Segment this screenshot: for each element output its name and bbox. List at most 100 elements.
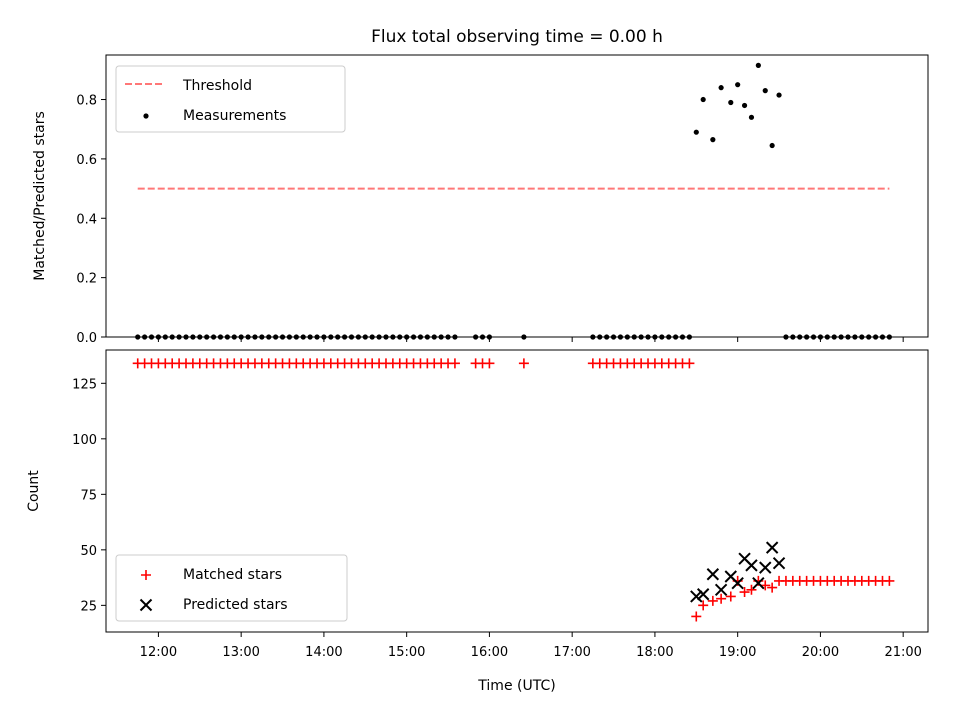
- measurement-point: [631, 334, 637, 340]
- measurement-point: [279, 334, 286, 340]
- measurement-point: [452, 334, 458, 340]
- predicted-star-point: [759, 561, 772, 574]
- top-y-tick-label: 0.0: [76, 331, 97, 346]
- measurement-point: [486, 334, 493, 340]
- measurement-point: [335, 334, 341, 340]
- measurement-point: [286, 334, 293, 340]
- measurement-point: [217, 334, 224, 340]
- top-legend: Threshold Measurements: [115, 65, 346, 133]
- matched-star-point: [484, 358, 495, 369]
- measurement-point: [300, 334, 306, 340]
- measurement-point: [245, 334, 251, 340]
- predicted-star-point: [706, 568, 720, 581]
- measurement-point: [155, 334, 162, 340]
- measurement-point: [148, 334, 155, 340]
- x-tick-label: 15:00: [388, 645, 425, 660]
- measurement-point: [169, 334, 175, 340]
- measurement-point: [431, 334, 437, 340]
- measurement-point: [852, 334, 858, 340]
- matched-star-point: [449, 358, 460, 369]
- measurement-point: [638, 334, 644, 340]
- matched-star-point: [716, 593, 727, 604]
- measurement-point: [872, 334, 879, 340]
- measurement-point: [659, 334, 665, 340]
- bottom-y-tick-label: 25: [80, 599, 97, 614]
- matched-star-point: [767, 582, 778, 593]
- measurement-point: [693, 129, 699, 135]
- measurement-point: [748, 114, 755, 120]
- measurement-point: [445, 334, 451, 340]
- measurement-point: [142, 334, 148, 340]
- top-y-tick-label: 0.2: [76, 272, 97, 287]
- measurement-point: [424, 334, 430, 340]
- measurement-point: [645, 334, 651, 340]
- chart-title: Flux total observing time = 0.00 h: [371, 27, 663, 47]
- legend-box: [115, 65, 346, 133]
- bottom-marks: [132, 358, 895, 622]
- measurement-point: [804, 334, 810, 340]
- measurement-point: [376, 334, 382, 340]
- measurement-point: [342, 334, 348, 340]
- matched-star-point: [884, 575, 895, 586]
- measurement-point: [666, 334, 672, 340]
- measurement-point: [597, 334, 603, 340]
- matched-star-point: [518, 358, 529, 369]
- measurement-point: [190, 334, 196, 340]
- matched-star-point: [739, 587, 750, 598]
- bottom-y-tick-label: 50: [80, 544, 97, 559]
- measurement-point: [769, 142, 775, 149]
- x-tick-label: 20:00: [802, 645, 839, 660]
- x-tick-label: 19:00: [719, 645, 756, 660]
- legend-box: [115, 554, 348, 622]
- predicted-star-point: [772, 556, 786, 570]
- measurement-point: [686, 334, 692, 340]
- measurement-point: [610, 334, 617, 340]
- top-panel: 0.0 0.2 0.4 0.6 0.8 Flux total observing tim…: [32, 27, 929, 346]
- measurement-point: [879, 334, 886, 340]
- measurement-point: [197, 334, 203, 340]
- measurement-point: [679, 334, 686, 340]
- measurement-point: [410, 334, 417, 340]
- legend-label: Predicted stars: [183, 597, 288, 613]
- measurement-point: [259, 334, 265, 340]
- measurement-point: [866, 334, 872, 340]
- top-axes-frame: [105, 54, 929, 338]
- predicted-star-point: [714, 583, 728, 597]
- legend-label: Threshold: [182, 78, 252, 94]
- measurement-point: [824, 334, 830, 340]
- measurement-point: [307, 334, 313, 340]
- measurement-point: [590, 334, 596, 340]
- measurement-point: [886, 334, 892, 340]
- bottom-y-tick-label: 125: [72, 377, 97, 392]
- measurement-point: [741, 102, 748, 109]
- legend-label: Measurements: [183, 108, 286, 124]
- measurement-point: [817, 334, 824, 340]
- measurement-point: [417, 334, 424, 340]
- measurement-point: [355, 334, 361, 340]
- measurement-point: [183, 334, 189, 340]
- measurement-point: [479, 334, 486, 340]
- measurement-point: [776, 92, 782, 98]
- measurement-point: [810, 334, 817, 340]
- measurement-point: [762, 88, 768, 94]
- measurement-point: [673, 334, 679, 340]
- measurement-point: [521, 334, 527, 340]
- measurement-point: [859, 334, 865, 340]
- measurement-point: [845, 334, 851, 340]
- measurement-point: [617, 334, 624, 340]
- matched-star-point: [698, 600, 709, 611]
- bottom-panel: 25 50 75 100 125 12:00 13:00 14:00 15:00 16:00 17:…: [26, 349, 929, 694]
- measurement-point: [700, 96, 706, 103]
- bottom-y-tick-label: 75: [80, 488, 97, 503]
- measurement-point: [624, 334, 630, 340]
- measurement-point: [321, 334, 327, 340]
- matched-star-point: [684, 358, 695, 369]
- x-tick-label: 18:00: [636, 645, 673, 660]
- measurement-point: [728, 99, 734, 106]
- top-y-tick-label: 0.6: [76, 153, 97, 168]
- measurement-point: [369, 334, 375, 340]
- predicted-star-point: [752, 576, 765, 590]
- measurement-point: [397, 334, 403, 340]
- measurement-point: [604, 334, 610, 340]
- measurement-point: [162, 334, 168, 340]
